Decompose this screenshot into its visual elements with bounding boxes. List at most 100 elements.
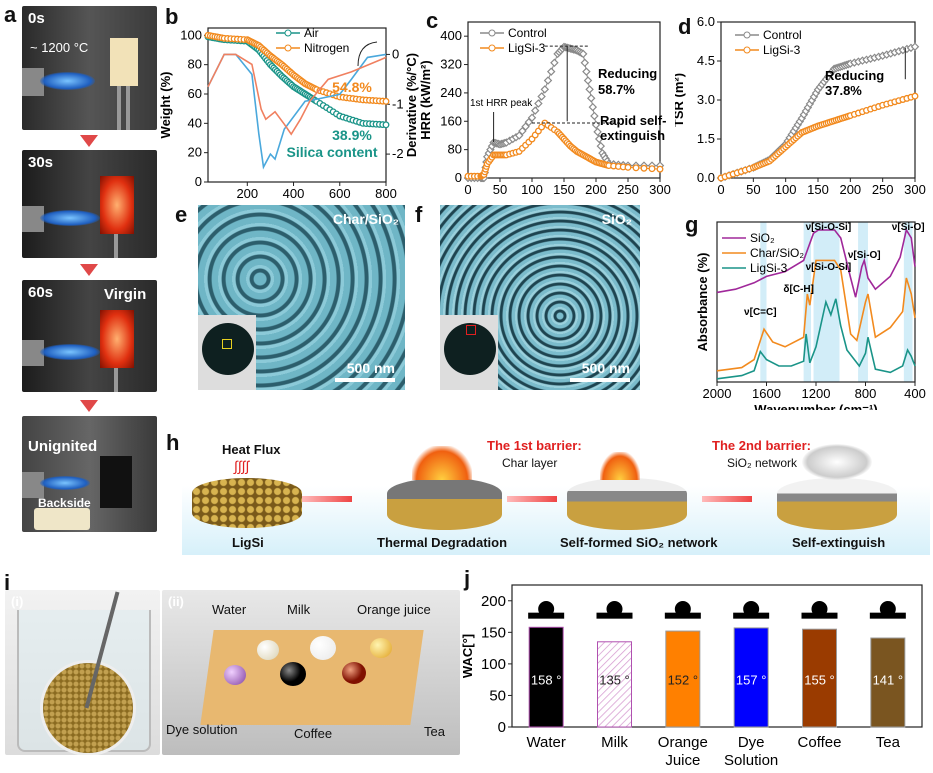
- heat-flux-label: Heat Flux: [222, 442, 281, 457]
- liquid-label: Dye solution: [166, 722, 238, 737]
- right-arrow-icon: [507, 496, 557, 502]
- legend-label: Control: [508, 26, 547, 40]
- data-point: [527, 113, 537, 122]
- x-tick-label: 100: [775, 182, 797, 197]
- sem-image-sio2: SiO₂ 500 nm: [440, 205, 640, 390]
- annotation: ν[Si-O]: [848, 250, 881, 261]
- y-axis-label: TSR (m²): [675, 73, 686, 127]
- data-point: [382, 97, 390, 105]
- series-line: [207, 53, 387, 136]
- y-tick-label: 50: [489, 687, 506, 704]
- x-tick-label: 100: [521, 182, 543, 197]
- data-point: [588, 102, 598, 112]
- y-tick-label: 0: [195, 174, 202, 189]
- scale-bar-label: 500 nm: [581, 360, 630, 376]
- y-axis-label: Absorbance (%): [695, 253, 710, 352]
- x-tick-label: 300: [649, 182, 671, 197]
- y-tick-label: 40: [188, 115, 202, 130]
- barrier2-label: The 2nd barrier:: [712, 438, 811, 453]
- temperature-label: ~ 1200 °C: [30, 40, 89, 55]
- x-tick-label: 400: [904, 386, 926, 401]
- x-tick-label: 50: [746, 182, 760, 197]
- x-tick-label: 800: [855, 386, 877, 401]
- photo-30s: 30s: [22, 150, 157, 258]
- annotation: ν[Si-O-Si]: [806, 262, 852, 273]
- y-tick-label: 60: [188, 86, 202, 101]
- x-tick-label: 50: [493, 182, 507, 197]
- annotation: ν[Si-O]: [892, 222, 925, 233]
- bar: [597, 641, 632, 728]
- data-point: [578, 49, 588, 59]
- plot-frame: [720, 21, 916, 179]
- x-tick-label: 800: [375, 186, 397, 200]
- data-point: [632, 164, 640, 172]
- x-axis-label: Time (s): [793, 198, 843, 200]
- panel-label-d: d: [678, 14, 692, 39]
- y-tick-label: 0.0: [697, 170, 715, 185]
- annotation: Rapid self-: [600, 113, 666, 128]
- y-tick-label: 400: [440, 28, 462, 43]
- bar: [665, 630, 701, 728]
- bar-value-label: 155 °: [804, 673, 835, 688]
- data-point: [640, 164, 648, 172]
- x-tick-label: 200: [839, 182, 861, 197]
- x-tick-label: 1200: [802, 386, 831, 401]
- mechanism-illustration: Heat Flux ∫∫∫∫ The 1st barrier: Char lay…: [182, 438, 930, 555]
- annotation: 37.8%: [825, 83, 862, 98]
- legend-marker: [284, 44, 292, 52]
- data-point: [582, 67, 591, 76]
- data-point: [656, 165, 664, 173]
- x-tick-label: 200: [585, 182, 607, 197]
- down-arrow-icon: [80, 400, 98, 412]
- scale-bar: [570, 378, 630, 382]
- y-tick-label: 200: [481, 593, 506, 610]
- annotation: 38.9%: [332, 127, 372, 143]
- x-tick-label: Solution: [724, 752, 778, 769]
- data-point: [596, 141, 606, 151]
- legend-marker: [488, 44, 496, 52]
- photo-immersion: (i): [5, 590, 160, 755]
- bar: [802, 628, 837, 728]
- legend-label: Nitrogen: [304, 41, 349, 55]
- panel-label-c: c: [426, 8, 439, 33]
- time-label: 30s: [28, 154, 54, 171]
- x-tick-label: 150: [553, 182, 575, 197]
- y2-tick-label: -1: [392, 96, 404, 111]
- liquid-label: Water: [212, 602, 247, 617]
- y-tick-label: 80: [188, 57, 202, 72]
- y-axis-label: HRR (kW/m²): [420, 60, 433, 139]
- series-line: [716, 298, 916, 380]
- y-tick-label: 100: [481, 656, 506, 673]
- data-point: [546, 67, 556, 76]
- scale-bar: [335, 378, 395, 382]
- x-tick-label: Orange: [658, 734, 708, 751]
- y2-tick-label: -2: [392, 146, 404, 161]
- data-point: [382, 121, 390, 129]
- annotation: extinguish: [600, 128, 665, 143]
- sio2-network-label: SiO₂ network: [727, 456, 798, 470]
- data-point: [911, 92, 919, 100]
- y-tick-label: 0: [498, 719, 506, 736]
- data-point: [593, 127, 602, 137]
- annotation: ν[Si-O-Si]: [806, 222, 852, 233]
- down-arrow-icon: [80, 264, 98, 276]
- x-tick-label: 600: [329, 186, 351, 200]
- degrading-disc: [387, 478, 502, 530]
- bar-value-label: 158 °: [531, 673, 562, 688]
- x-tick-label: 400: [283, 186, 305, 200]
- legend-label: SiO₂: [750, 231, 775, 245]
- annotation: 54.8%: [332, 79, 372, 95]
- y-tick-label: 3.0: [697, 92, 715, 107]
- droplet-icon: [674, 600, 691, 617]
- panel-label-a: a: [4, 2, 17, 27]
- x-tick-label: 0: [717, 182, 724, 197]
- x-axis-label: Wavenumber (cm⁻¹): [754, 402, 877, 410]
- panel-label-g: g: [685, 212, 699, 237]
- bar-value-label: 141 °: [873, 673, 904, 688]
- legend-marker: [488, 29, 496, 37]
- series-line: [716, 259, 916, 372]
- x-axis-label: Time (s): [539, 198, 589, 200]
- wac-bar-chart: 0 50 100 150 200 WAC[°] 158 ° Water 135 ° Milk 152…: [460, 584, 923, 769]
- legend-marker: [743, 46, 751, 54]
